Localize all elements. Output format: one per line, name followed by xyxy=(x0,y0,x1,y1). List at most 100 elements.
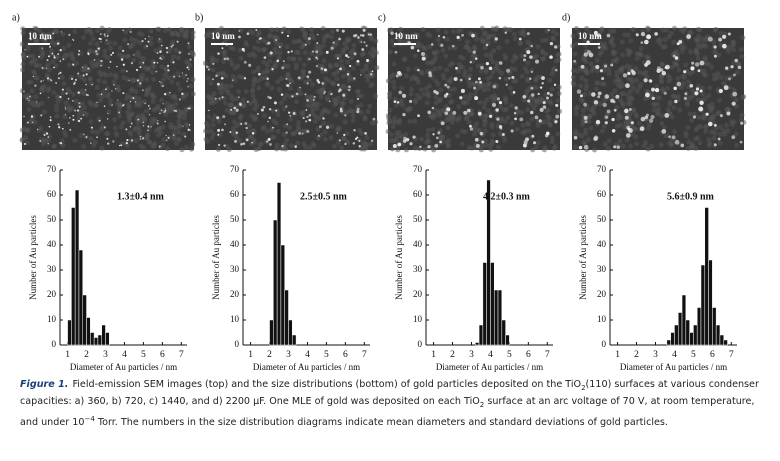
particle xyxy=(164,108,166,110)
noise xyxy=(363,66,369,72)
noise xyxy=(713,125,719,131)
noise xyxy=(275,108,281,114)
noise xyxy=(419,136,425,142)
particle xyxy=(356,110,360,114)
y-tick-label: 60 xyxy=(597,189,607,199)
particle xyxy=(58,126,61,129)
noise xyxy=(328,135,334,141)
noise xyxy=(105,55,111,61)
noise xyxy=(454,133,460,139)
noise xyxy=(166,27,172,33)
noise xyxy=(738,117,744,123)
particle xyxy=(624,108,629,114)
noise xyxy=(368,83,374,89)
noise xyxy=(163,72,169,78)
noise xyxy=(622,32,628,38)
particle xyxy=(238,96,240,99)
noise xyxy=(360,50,366,56)
noise xyxy=(446,142,452,148)
particle xyxy=(69,117,71,119)
particle xyxy=(356,59,360,63)
noise xyxy=(347,74,353,80)
particle xyxy=(323,90,326,94)
noise xyxy=(331,71,337,77)
noise xyxy=(227,102,233,108)
particle xyxy=(125,70,128,73)
particle xyxy=(306,82,309,85)
particle xyxy=(139,82,142,85)
noise xyxy=(450,28,456,34)
noise xyxy=(542,119,548,125)
particle xyxy=(220,76,224,80)
y-tick-label: 60 xyxy=(47,189,57,199)
noise xyxy=(327,62,333,68)
bar xyxy=(276,182,282,346)
particle xyxy=(352,142,356,145)
bar xyxy=(284,289,289,346)
bar xyxy=(501,319,506,346)
particle xyxy=(644,39,649,45)
noise xyxy=(665,107,671,113)
noise xyxy=(135,50,141,56)
particle xyxy=(489,114,493,118)
particle xyxy=(728,77,732,81)
particle xyxy=(472,50,476,54)
particle xyxy=(47,96,50,99)
particle xyxy=(308,70,312,74)
particle xyxy=(99,33,102,36)
noise xyxy=(300,69,306,75)
particle xyxy=(187,107,190,110)
noise xyxy=(503,97,509,103)
noise xyxy=(738,47,744,53)
noise xyxy=(435,27,441,33)
noise xyxy=(633,78,639,84)
noise xyxy=(512,66,518,72)
particle xyxy=(240,142,243,146)
x-tick-label: 7 xyxy=(545,350,550,360)
noise xyxy=(133,138,139,144)
noise xyxy=(355,61,361,67)
noise xyxy=(370,46,376,52)
particle xyxy=(178,98,181,101)
particle xyxy=(519,117,524,122)
noise xyxy=(740,35,746,41)
noise xyxy=(133,125,139,131)
particle xyxy=(485,43,489,47)
particle xyxy=(73,82,76,86)
noise xyxy=(694,47,700,53)
particle xyxy=(230,108,233,111)
noise xyxy=(103,72,109,78)
particle xyxy=(158,145,161,148)
y-tick-label: 40 xyxy=(413,239,423,249)
noise xyxy=(29,88,35,94)
noise xyxy=(153,48,159,54)
noise xyxy=(315,135,321,141)
noise xyxy=(620,83,626,89)
noise xyxy=(207,32,213,38)
noise xyxy=(146,65,152,71)
noise xyxy=(573,26,579,32)
noise xyxy=(576,30,582,36)
noise xyxy=(281,26,287,32)
noise xyxy=(460,64,466,70)
noise xyxy=(615,82,621,88)
noise xyxy=(25,127,31,133)
particle xyxy=(286,123,289,126)
noise xyxy=(238,55,244,61)
noise xyxy=(707,140,713,146)
noise xyxy=(619,66,625,72)
particle xyxy=(59,142,63,145)
x-tick-label: 3 xyxy=(103,350,108,360)
particle xyxy=(139,138,141,140)
particle xyxy=(625,133,631,138)
noise xyxy=(27,100,33,106)
noise xyxy=(72,137,78,143)
noise xyxy=(396,129,402,135)
noise xyxy=(394,135,400,141)
noise xyxy=(481,105,487,111)
noise xyxy=(391,79,397,85)
particle xyxy=(316,58,319,60)
noise xyxy=(63,100,69,106)
particle xyxy=(318,125,322,129)
